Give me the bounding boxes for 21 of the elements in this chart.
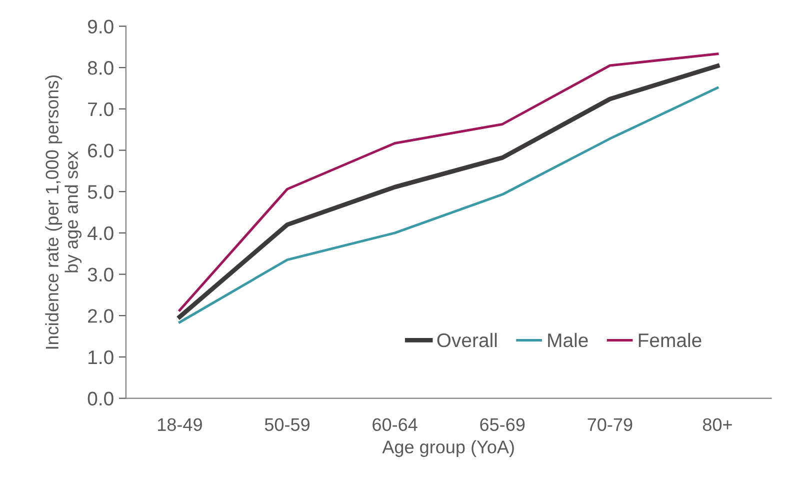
legend-label: Male	[548, 332, 588, 348]
y-axis-title: Incidence rate (per 1,000 persons) by age and sex	[45, 75, 82, 349]
y-tick-label: 5.0	[88, 185, 114, 199]
y-tick-label: 4.0	[88, 226, 114, 240]
y-tick-label: 3.0	[88, 268, 114, 282]
y-tick-label: 9.0	[88, 20, 114, 34]
legend-label: Female	[638, 332, 702, 348]
y-tick-label: 0.0	[88, 392, 114, 406]
x-tick-label: 65-69	[480, 418, 525, 431]
y-tick-label: 1.0	[88, 350, 114, 364]
x-tick-label: 50-59	[264, 418, 310, 431]
y-tick-label: 6.0	[88, 144, 114, 158]
x-tick-label: 80+	[702, 418, 732, 431]
x-axis-title: Age group (YoA)	[382, 440, 514, 457]
y-tick-label: 2.0	[88, 309, 114, 323]
y-tick-label: 7.0	[88, 102, 114, 116]
x-tick-label: 70-79	[588, 418, 632, 431]
x-tick-label: 60-64	[372, 418, 418, 431]
x-tick-label: 18-49	[158, 418, 202, 431]
legend-label: Overall	[437, 332, 497, 348]
y-tick-label: 8.0	[88, 61, 114, 75]
